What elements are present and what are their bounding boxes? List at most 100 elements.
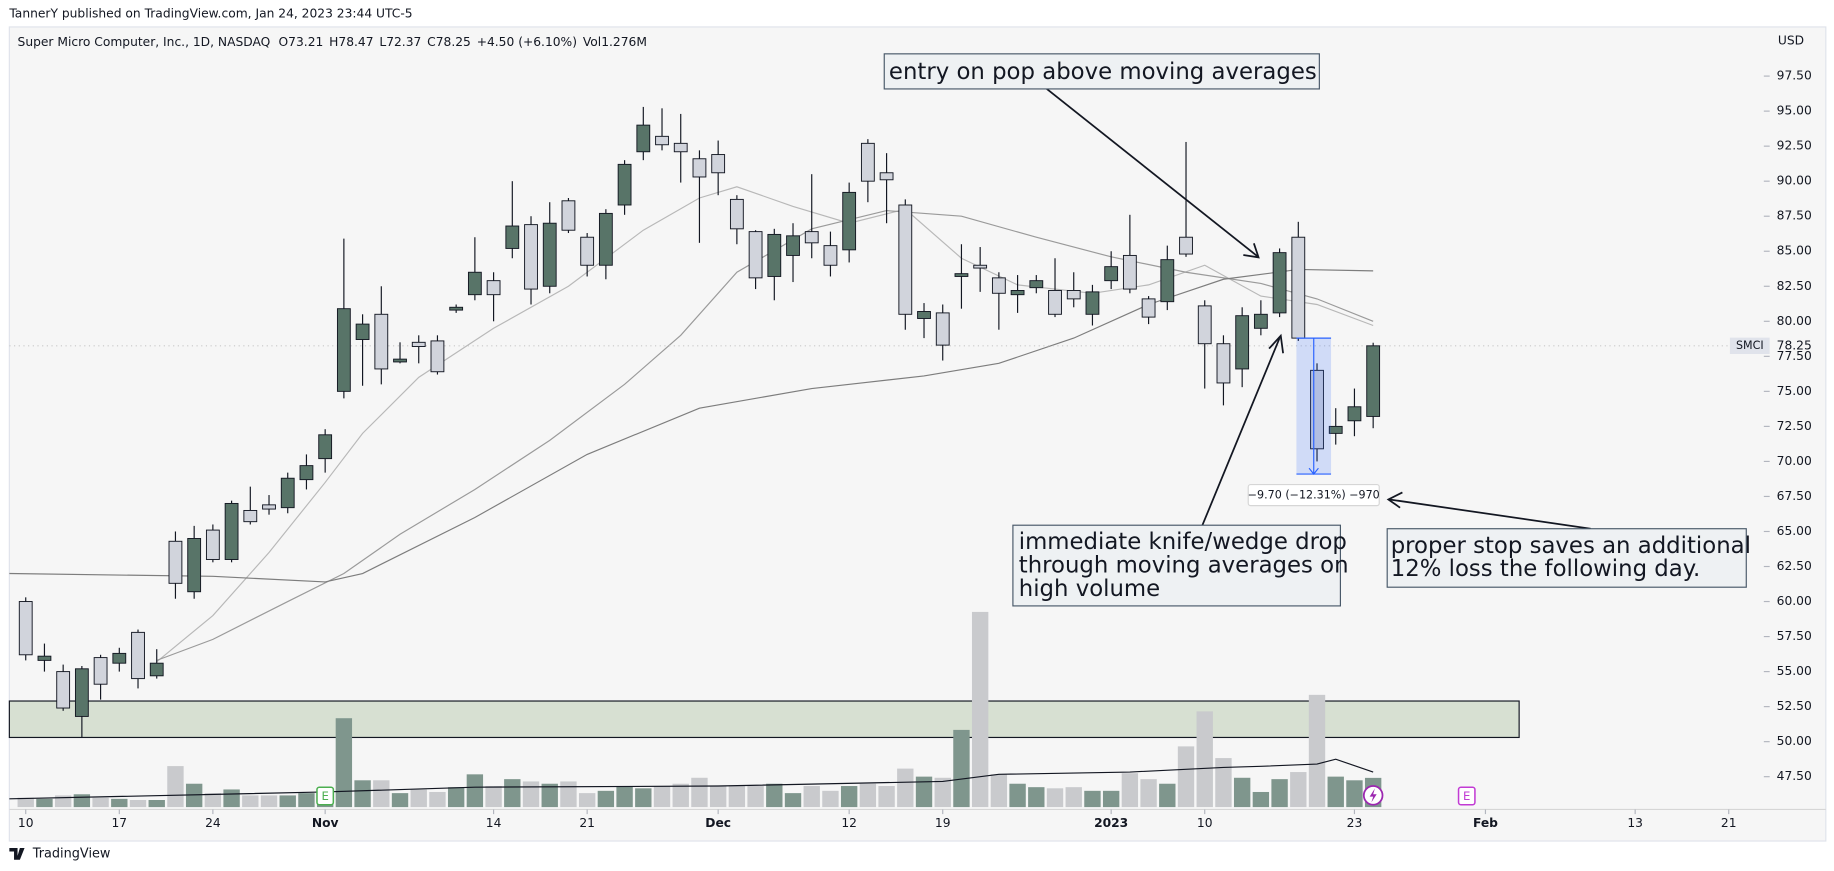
candle-body xyxy=(411,341,426,347)
candle-body xyxy=(205,529,220,560)
y-tick-label: 47.50 xyxy=(1777,769,1812,783)
volume-bar xyxy=(373,780,390,808)
candle-body xyxy=(280,477,295,509)
volume-bar xyxy=(822,790,839,808)
y-tick-label: 50.00 xyxy=(1777,734,1812,748)
candle-body xyxy=(168,540,183,584)
event-label: E xyxy=(321,789,328,803)
candle-body xyxy=(1235,315,1250,370)
volume-bar xyxy=(391,793,409,808)
volume-bar xyxy=(185,783,203,808)
y-tick-label: 95.00 xyxy=(1777,104,1812,118)
volume-bar xyxy=(223,789,240,808)
last-price-name: SMCI xyxy=(1736,339,1764,352)
volume-bar xyxy=(485,786,502,808)
candle-body xyxy=(355,323,370,340)
volume-bar xyxy=(1233,777,1251,808)
candle-body xyxy=(393,358,407,363)
volume-bar xyxy=(522,781,540,808)
candle-body xyxy=(823,245,838,266)
candle-body xyxy=(673,142,688,153)
volume-bar xyxy=(560,781,577,808)
candle-body xyxy=(1272,252,1287,314)
annotation-text: 12% loss the following day. xyxy=(1391,556,1701,582)
candle-body xyxy=(729,198,744,230)
volume-bar xyxy=(709,786,727,808)
x-tick-label: 19 xyxy=(935,816,951,830)
candle-body xyxy=(56,671,71,709)
legend-value: Vol1.276M xyxy=(583,35,647,49)
volume-bar xyxy=(728,786,746,808)
volume-bar xyxy=(1159,783,1176,808)
volume-bar xyxy=(840,786,858,808)
arrow-head xyxy=(1386,491,1403,509)
volume-bar xyxy=(897,768,914,808)
volume-bar xyxy=(990,774,1008,808)
annotation-box xyxy=(883,53,1320,90)
event-label: E xyxy=(1463,789,1470,803)
support-zone xyxy=(8,700,1520,739)
candle-body xyxy=(187,538,202,593)
volume-bar xyxy=(672,783,689,808)
moving-average xyxy=(9,268,1374,583)
volume-bar xyxy=(1327,776,1344,808)
candle-body xyxy=(973,264,988,269)
volume-bar xyxy=(1140,779,1157,808)
volume-bar xyxy=(859,783,877,808)
y-tick-label: 97.50 xyxy=(1777,69,1812,83)
volume-bar xyxy=(1271,779,1288,808)
y-tick-label: 87.50 xyxy=(1777,209,1812,223)
candle-body xyxy=(1197,305,1212,345)
annotation-box xyxy=(1012,524,1341,607)
candle-body xyxy=(524,224,538,290)
volume-bar xyxy=(73,794,91,808)
volume-bar xyxy=(242,795,259,808)
volume-bar xyxy=(1177,746,1195,808)
y-tick-label: 70.00 xyxy=(1777,454,1812,468)
candle-body xyxy=(374,313,389,370)
y-tick-label: 82.50 xyxy=(1777,279,1812,293)
arrow xyxy=(1389,498,1591,530)
volume-bar xyxy=(1065,787,1082,808)
candle-body xyxy=(1328,425,1343,434)
volume-bar xyxy=(1346,780,1363,808)
candle-body xyxy=(655,135,669,146)
candle-body xyxy=(860,142,875,182)
volume-bar xyxy=(747,786,764,808)
volume-bar xyxy=(129,799,147,808)
volume-bar xyxy=(653,786,671,808)
measure-arrow-head xyxy=(1308,467,1319,475)
y-tick-label: 77.50 xyxy=(1777,349,1812,363)
candle-body xyxy=(243,509,258,523)
candle-body xyxy=(617,163,632,206)
candle-body xyxy=(224,502,239,560)
arrow xyxy=(1201,337,1281,526)
volume-bar xyxy=(541,783,558,808)
candle-body xyxy=(1085,291,1100,315)
marks: 47.50 50.00 52.50 55.00 57.50 60.00 62.50 65.00… xyxy=(8,69,1812,830)
volume-bar xyxy=(878,786,895,808)
measure-label-box xyxy=(1247,483,1380,507)
annotation-box xyxy=(1386,528,1747,588)
candle-body xyxy=(898,204,913,315)
candle-body xyxy=(149,662,164,677)
y-tick-label: 85.00 xyxy=(1777,244,1812,258)
split-icon-bolt xyxy=(1369,788,1377,803)
candle-body xyxy=(767,233,782,277)
volume-bar xyxy=(934,777,951,808)
x-tick-label: 17 xyxy=(111,816,127,830)
volume-bar xyxy=(578,793,596,808)
volume-bar xyxy=(1121,773,1139,808)
candle-body xyxy=(486,280,501,296)
candle-body xyxy=(917,311,931,319)
volume-bar xyxy=(971,611,989,808)
y-tick-label: 92.50 xyxy=(1777,139,1812,153)
last-price-name-box xyxy=(1729,337,1770,355)
volume-bar xyxy=(36,798,53,808)
arrow-head xyxy=(1268,333,1284,354)
currency: USD xyxy=(1778,33,1804,47)
candle-body xyxy=(1160,259,1175,303)
candle-body xyxy=(430,340,445,373)
candle-body xyxy=(991,277,1006,294)
candle-body xyxy=(1347,406,1362,422)
